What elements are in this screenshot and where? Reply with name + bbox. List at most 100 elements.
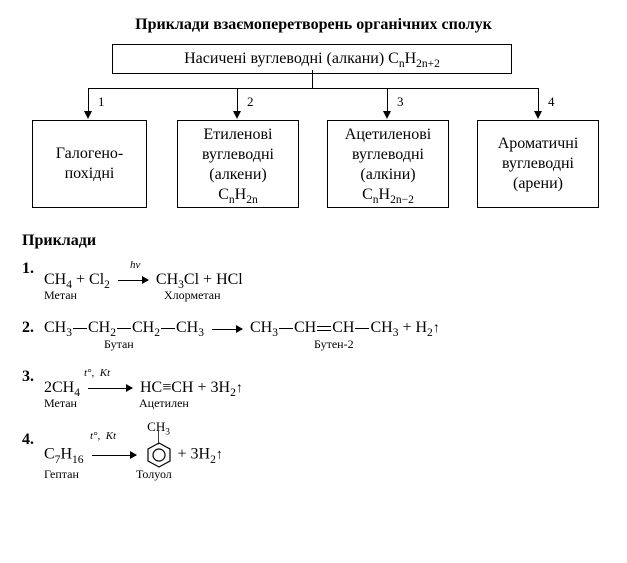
- connector-line: [88, 88, 89, 112]
- f: C: [218, 186, 229, 203]
- l: Ацетилен: [139, 396, 189, 410]
- reaction-condition: t°, Kt: [84, 368, 243, 379]
- l: Бутан: [104, 338, 314, 350]
- f: +: [199, 271, 216, 288]
- equation-row-4: 4. t°, Kt C7H16 CH3│ + 3H2↑ ГептанТолуол: [22, 431, 605, 480]
- benzene-ring-icon: CH3│: [146, 442, 172, 468]
- gas-uparrow-icon: ↑: [216, 448, 223, 463]
- branch-number: 1: [98, 94, 105, 110]
- f: 2n−2: [390, 194, 414, 206]
- child-text: вуглеводні: [484, 154, 592, 174]
- equation-row-2: 2. CH3CH2CH2CH3 CH3CHCHCH3 + H2↑ БутанБу…: [22, 319, 605, 349]
- connector-line: [387, 88, 388, 112]
- single-bond-icon: [161, 328, 175, 329]
- child-node-arene: Ароматичні вуглеводні (арени): [477, 120, 599, 208]
- l: Гептан: [44, 468, 136, 480]
- f: C: [44, 446, 55, 463]
- f: + H: [398, 319, 427, 336]
- f: HCl: [216, 271, 243, 288]
- l: Метан: [44, 289, 164, 301]
- l: Толуол: [136, 467, 172, 481]
- compound-labels: МетанАцетилен: [44, 397, 243, 409]
- connector-line: [312, 70, 313, 88]
- double-bond-icon: [317, 326, 331, 331]
- f: + 3H: [178, 446, 211, 463]
- f: 2CH: [44, 379, 74, 396]
- f: CH: [176, 319, 198, 336]
- f: CH: [44, 319, 66, 336]
- f: 2n: [246, 194, 258, 206]
- examples-heading: Приклади: [22, 232, 605, 250]
- f: 3: [165, 428, 170, 438]
- eq-number: 3.: [22, 368, 44, 386]
- child-text: вуглеводні: [184, 145, 292, 165]
- f: CH: [156, 271, 178, 288]
- child-node-halogen: Галогено- похідні: [32, 120, 147, 208]
- l: Метан: [44, 397, 139, 409]
- arrow-down-icon: [383, 111, 391, 119]
- f: CH: [44, 271, 66, 288]
- compound-labels: ГептанТолуол: [44, 468, 223, 480]
- child-text: Ароматичні: [484, 134, 592, 154]
- f: CH: [132, 319, 154, 336]
- f: CH: [88, 319, 110, 336]
- f: CH: [250, 319, 272, 336]
- page-title: Приклади взаємоперетворень органічних сп…: [22, 16, 605, 34]
- branch-number: 3: [397, 94, 404, 110]
- child-formula: CnH2n−2: [334, 185, 442, 205]
- equation-row-1: 1. hν CH4 + Cl2 CH3Cl + HCl МетанХлормет…: [22, 260, 605, 301]
- connector-line: [538, 88, 539, 112]
- f: HC≡CH: [140, 379, 193, 396]
- single-bond-icon: [73, 328, 87, 329]
- f: +: [72, 271, 89, 288]
- toluene-ch3: CH3│: [147, 420, 170, 444]
- root-sub-2: 2n+2: [416, 58, 440, 70]
- f: H: [60, 446, 72, 463]
- single-bond-icon: [355, 328, 369, 329]
- rightarrow-icon: [88, 379, 132, 397]
- l: Бутен-2: [314, 337, 354, 351]
- equation: C7H16 CH3│ + 3H2↑: [44, 442, 223, 468]
- arrow-down-icon: [233, 111, 241, 119]
- f: CH: [370, 319, 392, 336]
- connector-line: [237, 88, 238, 112]
- child-text: Ацетиленові: [334, 125, 442, 145]
- f: H: [379, 186, 391, 203]
- f: Cl: [89, 271, 104, 288]
- rightarrow-icon: [212, 320, 242, 338]
- equation: CH3CH2CH2CH3 CH3CHCHCH3 + H2↑: [44, 319, 440, 337]
- equation: CH4 + Cl2 CH3Cl + HCl: [44, 271, 243, 289]
- child-node-alkyne: Ацетиленові вуглеводні (алкіни) CnH2n−2: [327, 120, 449, 208]
- gas-uparrow-icon: ↑: [236, 381, 243, 396]
- root-text-2: H: [405, 50, 417, 67]
- f: 16: [72, 454, 84, 466]
- eq-number: 4.: [22, 431, 44, 449]
- eq-number: 2.: [22, 319, 44, 337]
- eq-number: 1.: [22, 260, 44, 278]
- single-bond-icon: [117, 328, 131, 329]
- l: Хлорметан: [164, 288, 221, 302]
- child-text: (алкіни): [334, 165, 442, 185]
- f: + 3H: [193, 379, 230, 396]
- child-formula: CnH2n: [184, 185, 292, 205]
- tree-diagram: Насичені вуглеводні (алкани) CnH2n+2 1 2…: [22, 44, 605, 224]
- reaction-condition: hν: [130, 260, 243, 271]
- f: H: [235, 186, 247, 203]
- arrow-down-icon: [84, 111, 92, 119]
- branch-number: 2: [247, 94, 254, 110]
- child-text: Галогено-: [39, 144, 140, 164]
- child-text: (алкени): [184, 165, 292, 185]
- connector-line: [88, 88, 538, 89]
- gas-uparrow-icon: ↑: [433, 321, 440, 336]
- compound-labels: МетанХлорметан: [44, 289, 243, 301]
- single-bond-icon: [279, 328, 293, 329]
- child-text: похідні: [39, 164, 140, 184]
- child-text: Етиленові: [184, 125, 292, 145]
- arrow-down-icon: [534, 111, 542, 119]
- f: CH: [294, 319, 316, 336]
- root-text-1: Насичені вуглеводні (алкани) C: [184, 50, 399, 67]
- compound-labels: БутанБутен-2: [44, 338, 440, 350]
- equation-row-3: 3. t°, Kt 2CH4 HC≡CH + 3H2↑ МетанАцетиле…: [22, 368, 605, 409]
- rightarrow-icon: [92, 446, 136, 464]
- child-node-alkene: Етиленові вуглеводні (алкени) CnH2n: [177, 120, 299, 208]
